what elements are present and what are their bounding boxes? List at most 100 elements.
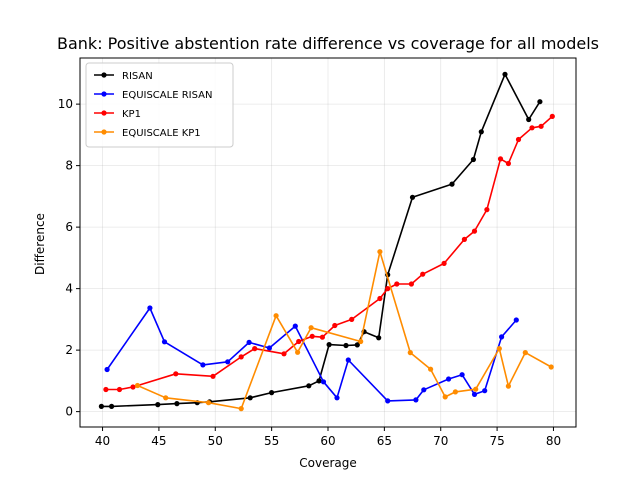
data-point-risan (306, 383, 312, 389)
y-tick-label: 8 (65, 159, 73, 173)
data-point-equiscale-risan (482, 388, 488, 394)
data-point-equiscale-risan (446, 376, 452, 382)
data-point-risan (409, 194, 416, 200)
x-tick-label: 80 (546, 434, 561, 448)
x-tick-label: 45 (151, 434, 166, 448)
data-point-risan (537, 99, 543, 105)
data-point-kp1 (349, 316, 355, 322)
data-point-equiscale-kp1 (377, 249, 383, 255)
data-point-risan (98, 403, 104, 409)
x-tick-label: 60 (320, 434, 335, 448)
data-point-equiscale-risan (147, 305, 153, 311)
data-point-risan (247, 395, 253, 401)
legend-label-risan: RISAN (122, 71, 153, 82)
data-point-risan (470, 156, 476, 163)
data-point-equiscale-risan (334, 395, 340, 401)
data-point-risan (326, 342, 332, 348)
data-point-risan (155, 402, 161, 408)
data-point-risan (526, 116, 532, 123)
legend-label-equiscale-risan: EQUISCALE RISAN (122, 90, 212, 101)
data-point-kp1 (529, 125, 535, 131)
data-point-equiscale-risan (471, 391, 478, 397)
legend-marker-equiscale-risan (101, 91, 107, 97)
x-tick-label: 40 (95, 434, 110, 448)
data-point-equiscale-kp1 (505, 383, 511, 389)
data-point-equiscale-kp1 (295, 349, 301, 355)
x-tick-label: 50 (208, 434, 223, 448)
y-tick-label: 2 (65, 343, 73, 357)
x-axis-label: Coverage (299, 456, 357, 470)
data-point-equiscale-risan (320, 379, 327, 385)
data-point-equiscale-risan (225, 359, 231, 365)
data-point-kp1 (173, 371, 179, 377)
data-point-equiscale-risan (266, 345, 272, 351)
data-point-equiscale-risan (513, 317, 519, 323)
data-point-kp1 (319, 334, 325, 340)
x-axis: 40 45 50 55 60 65 70 75 80 (95, 427, 561, 448)
legend: RISAN EQUISCALE RISAN KP1 EQUISCALE KP1 (85, 62, 234, 148)
y-axis-label: Difference (33, 213, 47, 275)
data-point-equiscale-kp1 (522, 350, 528, 356)
data-point-kp1 (309, 333, 315, 339)
plot-series (98, 71, 555, 412)
data-point-kp1 (497, 156, 504, 162)
data-point-kp1 (549, 113, 555, 119)
data-point-equiscale-kp1 (308, 325, 314, 331)
data-point-kp1 (296, 338, 302, 345)
data-point-kp1 (394, 281, 400, 287)
data-point-equiscale-kp1 (205, 400, 212, 406)
data-point-risan (354, 342, 360, 348)
y-tick-label: 4 (65, 282, 73, 296)
data-point-kp1 (484, 207, 490, 213)
data-point-kp1 (471, 228, 478, 234)
data-point-equiscale-risan (246, 339, 252, 345)
data-point-risan (478, 129, 484, 135)
data-point-risan (109, 403, 115, 409)
series-kp1 (103, 113, 555, 393)
data-point-equiscale-kp1 (473, 386, 479, 392)
data-point-kp1 (103, 386, 109, 393)
data-point-kp1 (281, 351, 287, 357)
y-axis: 0 2 4 6 8 10 (58, 97, 80, 419)
series-equiscale-risan (104, 305, 519, 404)
data-point-risan (343, 342, 349, 349)
series-risan (98, 71, 543, 409)
chart-title: Bank: Positive abstention rate differenc… (57, 34, 599, 53)
data-point-equiscale-kp1 (273, 313, 279, 319)
y-tick-label: 6 (65, 220, 73, 234)
data-point-kp1 (252, 346, 258, 352)
data-point-kp1 (385, 286, 391, 292)
data-point-equiscale-kp1 (442, 394, 448, 400)
series-equiscale-kp1 (134, 249, 554, 412)
data-point-kp1 (538, 123, 544, 129)
data-point-risan (502, 71, 508, 77)
data-point-kp1 (210, 373, 216, 379)
x-tick-label: 70 (433, 434, 448, 448)
data-point-equiscale-risan (345, 357, 351, 363)
legend-marker-equiscale-kp1 (101, 129, 107, 135)
series-line-equiscale-kp1 (137, 250, 552, 410)
y-tick-label: 10 (58, 97, 73, 111)
data-point-risan (174, 401, 180, 407)
data-point-risan (376, 335, 382, 341)
data-point-kp1 (441, 260, 447, 266)
data-point-kp1 (408, 281, 414, 287)
data-point-equiscale-kp1 (134, 382, 141, 389)
data-point-kp1 (420, 271, 426, 277)
data-point-equiscale-risan (459, 372, 465, 378)
legend-marker-kp1 (101, 110, 107, 116)
legend-label-kp1: KP1 (122, 109, 141, 120)
data-point-equiscale-risan (499, 334, 505, 340)
data-point-equiscale-risan (413, 397, 419, 403)
data-point-kp1 (515, 136, 522, 143)
data-point-risan (449, 181, 455, 187)
x-tick-label: 55 (264, 434, 279, 448)
data-point-kp1 (377, 295, 383, 302)
data-point-risan (316, 378, 322, 384)
data-point-kp1 (505, 160, 511, 167)
data-point-equiscale-kp1 (238, 406, 244, 412)
data-point-risan (269, 390, 275, 396)
data-point-equiscale-risan (421, 387, 427, 393)
data-point-equiscale-risan (104, 366, 110, 373)
data-point-equiscale-risan (161, 339, 168, 345)
